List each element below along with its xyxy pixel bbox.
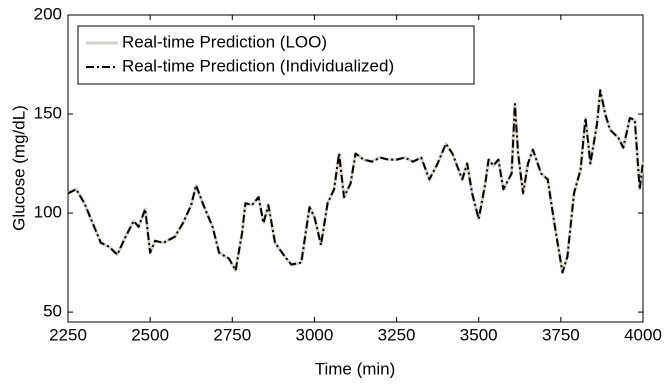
y-tick-label: 100 bbox=[34, 203, 62, 222]
series-line bbox=[67, 88, 645, 274]
y-tick-label: 50 bbox=[43, 302, 62, 321]
x-tick-label: 3750 bbox=[542, 325, 580, 344]
x-tick-label: 2750 bbox=[213, 325, 251, 344]
y-axis-label: Glucose (mg/dL) bbox=[9, 105, 28, 231]
y-tick-label: 150 bbox=[34, 104, 62, 123]
x-tick-label: 2250 bbox=[49, 325, 87, 344]
x-tick-label: 4000 bbox=[624, 325, 662, 344]
x-tick-label: 3500 bbox=[460, 325, 498, 344]
series-line bbox=[67, 89, 644, 274]
x-tick-label: 3250 bbox=[378, 325, 416, 344]
legend-label: Real-time Prediction (LOO) bbox=[122, 32, 327, 51]
x-tick-label: 3000 bbox=[296, 325, 334, 344]
y-tick-label: 200 bbox=[34, 4, 62, 23]
legend-label: Real-time Prediction (Individualized) bbox=[122, 56, 394, 75]
legend-box bbox=[77, 25, 475, 85]
x-axis-label: Time (min) bbox=[315, 359, 396, 378]
x-tick-label: 2500 bbox=[131, 325, 169, 344]
